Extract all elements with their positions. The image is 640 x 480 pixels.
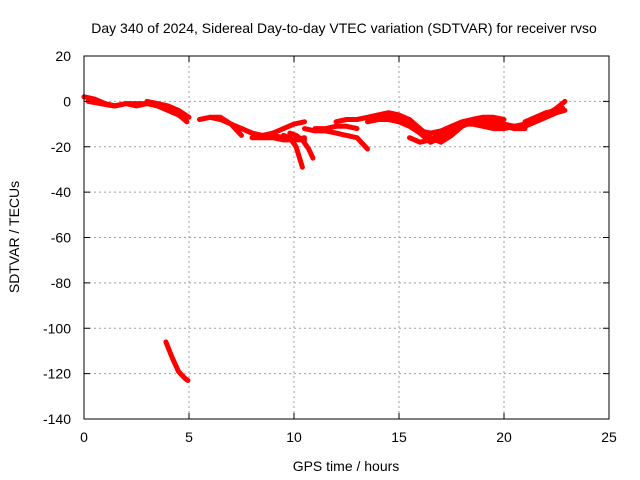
x-tick-label: 20 <box>496 429 512 445</box>
series-arc-8 <box>281 132 305 170</box>
series-arc-15 <box>407 114 486 145</box>
series-arc-18 <box>522 105 566 125</box>
y-tick-label: 20 <box>55 48 71 64</box>
series-arc-9 <box>287 130 316 161</box>
y-tick-label: -40 <box>51 184 71 200</box>
data-series <box>81 94 568 383</box>
y-tick-label: -80 <box>51 275 71 291</box>
x-tick-label: 15 <box>391 429 407 445</box>
y-tick-label: -60 <box>51 230 71 246</box>
y-tick-label: 0 <box>63 93 71 109</box>
series-arc-11 <box>312 123 360 132</box>
series-arc-2 <box>85 98 190 125</box>
y-tick-label: -120 <box>43 366 71 382</box>
y-tick-label: -140 <box>43 411 71 427</box>
x-axis-label: GPS time / hours <box>293 458 400 474</box>
series-arc-19 <box>163 339 191 383</box>
y-tick-label: -20 <box>51 139 71 155</box>
series-arc-3 <box>144 98 192 120</box>
series-arc-12 <box>333 112 528 136</box>
axis-ticks: 0 5 10 15 20 25 20 0 -20 -40 -60 -80 -100 -120 -140 <box>43 48 617 445</box>
series-arc-10 <box>302 126 370 152</box>
chart-title: Day 340 of 2024, Sidereal Day-to-day VTE… <box>91 20 597 36</box>
x-tick-label: 0 <box>80 429 88 445</box>
series-arc-7 <box>249 132 307 143</box>
x-tick-label: 5 <box>185 429 193 445</box>
y-axis-label: SDTVAR / TECUs <box>6 181 22 293</box>
y-tick-label: -100 <box>43 320 71 336</box>
x-tick-label: 10 <box>286 429 302 445</box>
x-tick-label: 25 <box>601 429 617 445</box>
